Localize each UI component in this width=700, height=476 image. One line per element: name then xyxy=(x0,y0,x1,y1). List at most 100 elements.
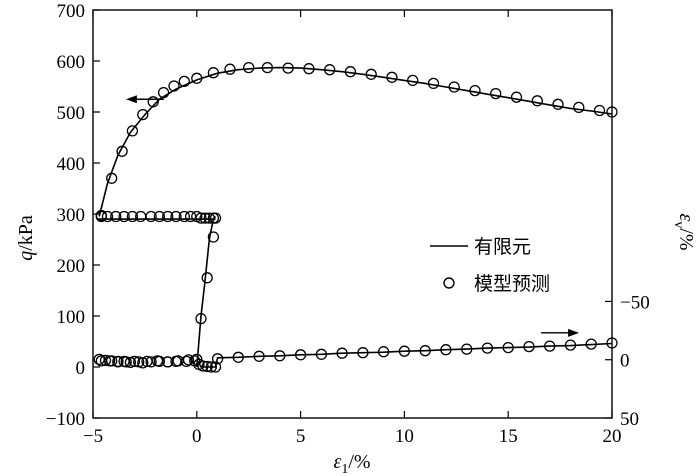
y2-tick-label: 50 xyxy=(620,409,639,430)
model-point xyxy=(552,98,564,110)
y-tick-label: 600 xyxy=(57,52,86,73)
model-point xyxy=(153,210,166,223)
model-point xyxy=(197,360,209,372)
model-point xyxy=(147,96,159,108)
model-point xyxy=(585,338,597,350)
model-point xyxy=(195,212,207,224)
marker-layer xyxy=(93,61,618,373)
model-point xyxy=(209,212,222,224)
y-tick-label: 300 xyxy=(57,205,86,226)
model-point xyxy=(157,86,170,99)
model-point xyxy=(191,72,203,84)
model-point xyxy=(99,354,112,367)
model-point xyxy=(510,91,523,103)
model-point xyxy=(180,355,193,368)
fem-curve-5 xyxy=(196,342,613,368)
y2-axis-title: εv/% xyxy=(671,213,697,250)
model-point xyxy=(162,356,174,368)
model-point xyxy=(137,108,149,121)
model-point xyxy=(126,125,139,137)
model-point xyxy=(209,361,222,373)
model-point xyxy=(101,210,114,223)
y-tick-label: 700 xyxy=(57,1,86,22)
model-point xyxy=(126,210,139,223)
x-tick-label: 10 xyxy=(395,426,414,447)
model-point xyxy=(481,342,494,354)
model-point xyxy=(224,63,236,75)
model-point xyxy=(398,345,411,357)
model-point xyxy=(207,231,220,243)
model-point xyxy=(606,106,618,118)
model-point xyxy=(324,64,336,76)
model-point xyxy=(95,355,107,367)
model-point xyxy=(461,343,473,355)
x-axis-title: ε1/% xyxy=(333,451,370,476)
fem-curve-3 xyxy=(196,215,217,368)
legend-label-fem: 有限元 xyxy=(474,236,531,258)
model-point xyxy=(377,346,390,358)
series-layer xyxy=(97,66,613,368)
model-point xyxy=(133,356,145,368)
model-point xyxy=(357,347,369,359)
model-point xyxy=(112,355,124,368)
model-point xyxy=(195,312,207,325)
model-point xyxy=(593,104,606,117)
model-point xyxy=(564,339,577,351)
model-point xyxy=(490,87,502,100)
x-tick-label: 15 xyxy=(499,426,518,447)
x-tick-label: 5 xyxy=(296,426,306,447)
y-tick-label: −100 xyxy=(46,409,85,430)
model-point xyxy=(211,353,224,365)
model-point xyxy=(118,210,130,223)
model-point xyxy=(365,68,377,80)
plot-border xyxy=(92,9,613,419)
legend: 有限元 模型预测 xyxy=(430,236,550,295)
model-point xyxy=(523,340,535,353)
model-point xyxy=(170,210,182,223)
legend-label-model: 模型预测 xyxy=(474,273,550,295)
axis-ticks: −5 0 5 10 15 20−1000100200300400500600700−500… xyxy=(46,1,650,447)
model-point xyxy=(606,337,618,349)
model-point xyxy=(274,350,286,362)
model-point xyxy=(153,355,166,368)
arrow-left-head xyxy=(125,95,137,104)
model-point xyxy=(120,356,132,368)
model-point xyxy=(407,74,419,87)
model-point xyxy=(95,210,107,223)
y-axis-title: q/kPa xyxy=(15,215,37,261)
model-point xyxy=(253,350,265,362)
model-point xyxy=(531,95,543,107)
model-point xyxy=(282,62,294,74)
model-point xyxy=(168,80,180,92)
model-point xyxy=(110,210,122,223)
model-point xyxy=(145,210,157,223)
model-point xyxy=(203,212,215,224)
y2-tick-label: 0 xyxy=(620,351,630,372)
model-point xyxy=(315,348,328,360)
model-point xyxy=(145,356,157,368)
y-tick-label: 200 xyxy=(57,256,86,277)
model-point xyxy=(261,61,274,74)
y-tick-label: 500 xyxy=(57,103,86,124)
model-point xyxy=(182,354,195,366)
model-point xyxy=(386,71,398,83)
model-point xyxy=(232,351,244,363)
model-point xyxy=(303,63,315,75)
plot-frame xyxy=(92,9,613,419)
model-point xyxy=(178,210,190,223)
model-point xyxy=(448,81,460,93)
model-point xyxy=(243,61,255,74)
model-point xyxy=(205,361,217,373)
y-tick-label: 100 xyxy=(57,307,86,328)
model-point xyxy=(201,360,213,373)
annotation-layer xyxy=(125,95,580,337)
model-point xyxy=(573,101,585,114)
model-point xyxy=(419,345,431,357)
legend-circle-swatch xyxy=(443,277,455,289)
model-point xyxy=(440,344,452,356)
arrow-right-head xyxy=(568,328,580,337)
model-point xyxy=(124,356,137,369)
y-tick-label: 0 xyxy=(76,358,86,379)
y2-tick-label: −50 xyxy=(620,292,650,313)
model-point xyxy=(191,353,203,366)
